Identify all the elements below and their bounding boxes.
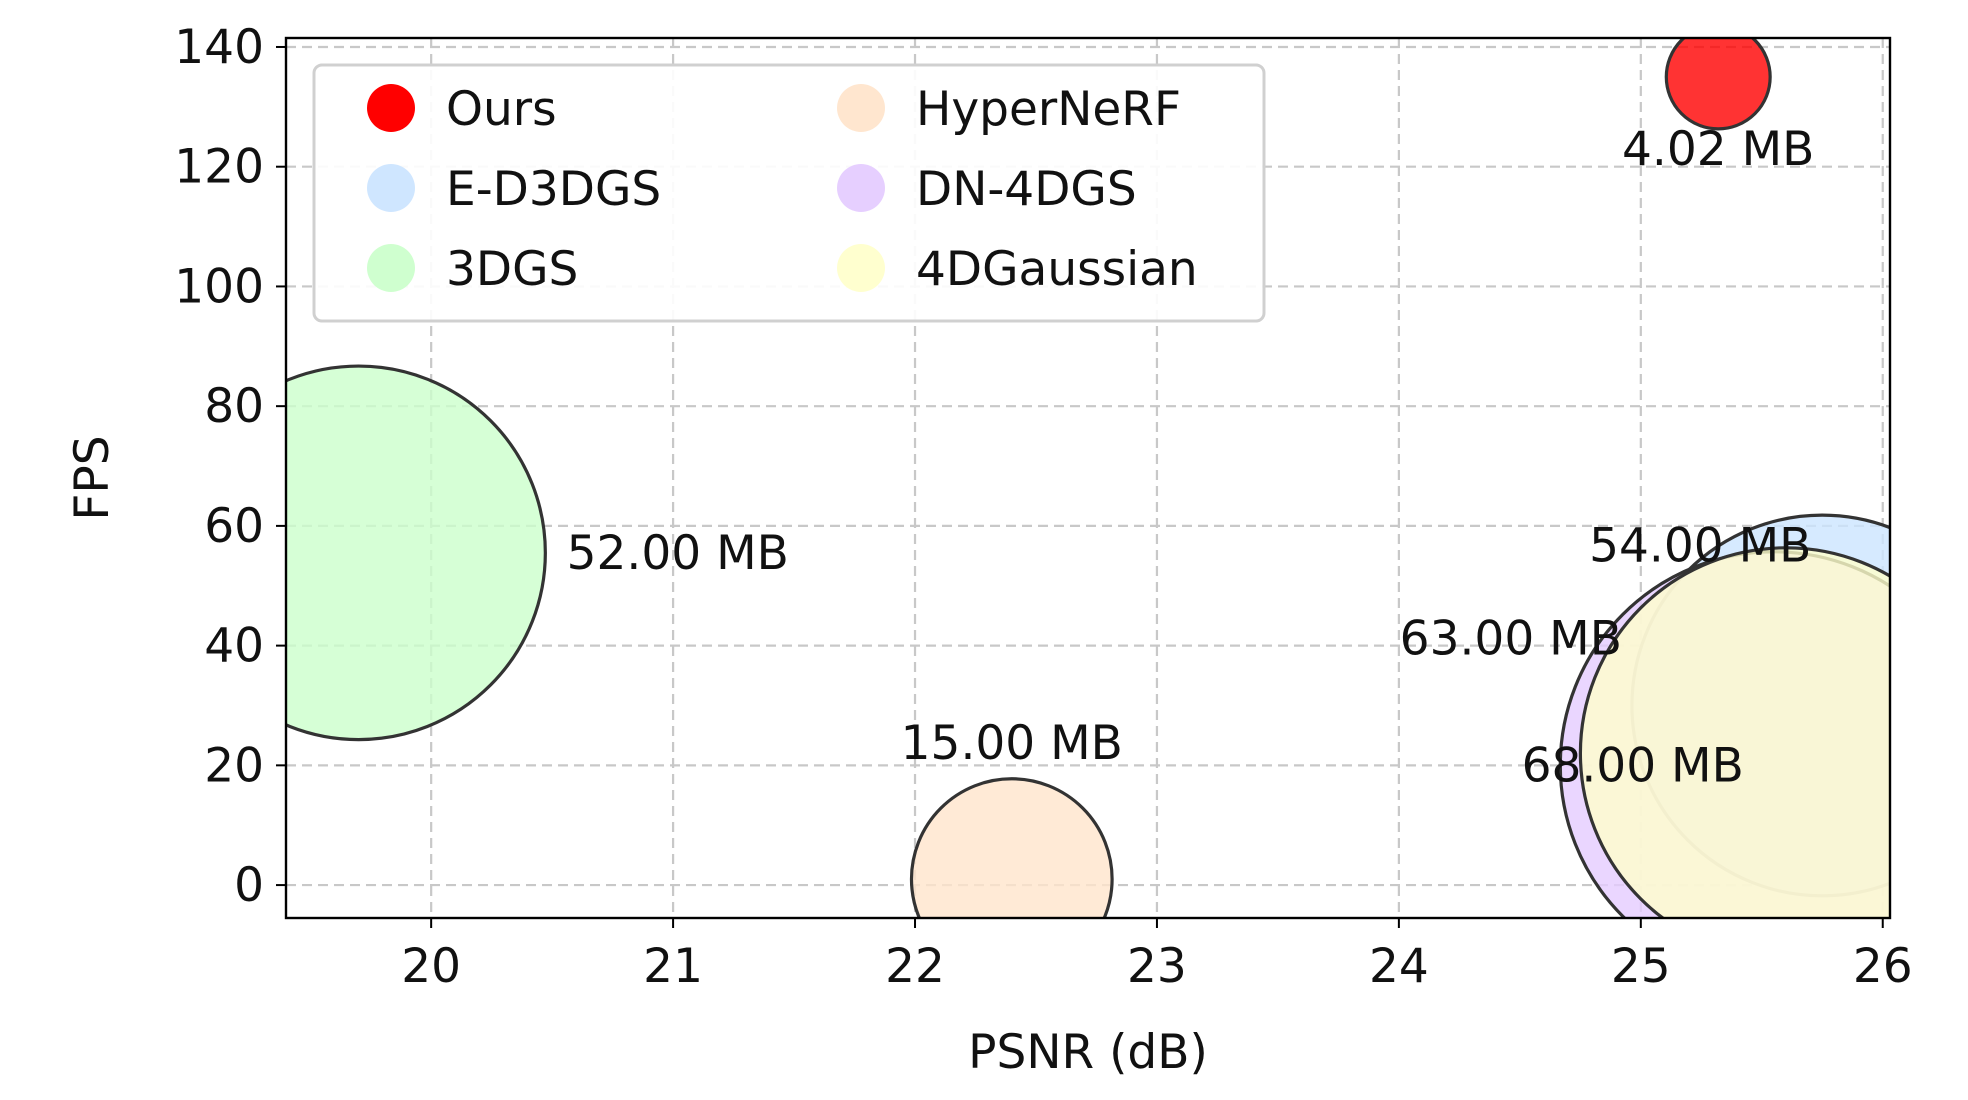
legend-marker-dn-4dgs bbox=[837, 164, 885, 212]
x-tick-label: 21 bbox=[643, 939, 703, 994]
y-tick-label: 120 bbox=[174, 140, 264, 195]
legend-marker-4dgaussian bbox=[837, 244, 885, 292]
x-tick-label: 24 bbox=[1369, 939, 1429, 994]
bubble-4dgaussian bbox=[1578, 546, 1890, 918]
data-label-e-d3dgs: 54.00 MB bbox=[1589, 518, 1811, 573]
x-tick-label: 25 bbox=[1611, 939, 1671, 994]
data-label-ours: 4.02 MB bbox=[1622, 122, 1814, 177]
data-label-dn-4dgs: 68.00 MB bbox=[1522, 738, 1744, 793]
y-tick-label: 60 bbox=[204, 499, 264, 554]
legend-box bbox=[312, 63, 1266, 323]
bubble-hypernerf bbox=[909, 777, 1114, 918]
y-tick-label: 140 bbox=[174, 20, 264, 75]
legend-items: Ours E-D3DGS 3DGS HyperNeRF DN-4DGS 4DGaussia… bbox=[367, 82, 1198, 297]
x-tick-label: 20 bbox=[401, 939, 461, 994]
legend-marker-e-d3dgs bbox=[367, 164, 415, 212]
x-axis-label: PSNR (dB) bbox=[968, 1025, 1208, 1080]
legend-label-4dgaussian: 4DGaussian bbox=[916, 242, 1198, 297]
bubble-ours bbox=[1664, 38, 1772, 131]
bubbles bbox=[286, 38, 1890, 918]
legend-marker-ours bbox=[367, 84, 415, 132]
data-label-4dgaussian: 63.00 MB bbox=[1400, 611, 1622, 666]
x-tick-label: 22 bbox=[885, 939, 945, 994]
legend-label-3dgs: 3DGS bbox=[446, 242, 578, 297]
y-tick-label: 100 bbox=[174, 259, 264, 314]
bubble-3dgs bbox=[286, 364, 547, 742]
y-tick-label: 40 bbox=[204, 619, 264, 674]
legend-label-e-d3dgs: E-D3DGS bbox=[446, 162, 661, 217]
y-axis-label: FPS bbox=[65, 435, 120, 520]
data-labels: 4.02 MB 54.00 MB 52.00 MB 15.00 MB 68.00 MB 6… bbox=[567, 122, 1815, 793]
legend-label-ours: Ours bbox=[446, 82, 557, 137]
legend-label-hypernerf: HyperNeRF bbox=[916, 82, 1181, 137]
ticks: 20 21 22 23 24 25 26 0 20 40 60 80 100 120 140 bbox=[174, 20, 1912, 994]
x-tick-label: 26 bbox=[1853, 939, 1913, 994]
plot-frame bbox=[284, 36, 1892, 920]
legend-label-dn-4dgs: DN-4DGS bbox=[916, 162, 1137, 217]
x-tick-label: 23 bbox=[1127, 939, 1187, 994]
data-label-hypernerf: 15.00 MB bbox=[901, 716, 1123, 771]
y-tick-label: 20 bbox=[204, 738, 264, 793]
y-tick-label: 80 bbox=[204, 379, 264, 434]
data-label-3dgs: 52.00 MB bbox=[567, 526, 789, 581]
legend-marker-hypernerf bbox=[837, 84, 885, 132]
legend-marker-3dgs bbox=[367, 244, 415, 292]
y-tick-label: 0 bbox=[234, 858, 264, 913]
legend: Ours E-D3DGS 3DGS HyperNeRF DN-4DGS 4DGaussia… bbox=[312, 63, 1266, 323]
